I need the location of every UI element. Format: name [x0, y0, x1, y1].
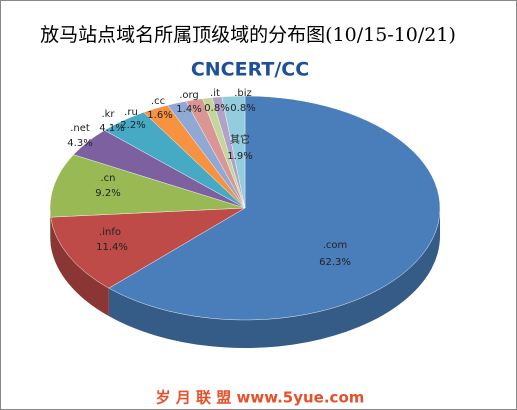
slice-value-label: 2.2%	[120, 120, 145, 131]
slice-side	[50, 217, 109, 317]
slice-value-label: 0.8%	[204, 103, 229, 114]
slice-value-label: 4.3%	[67, 138, 92, 149]
slice-label: .cc	[151, 96, 165, 107]
slice-label: .info	[99, 227, 121, 238]
slice-value-label: 1.4%	[176, 104, 201, 115]
slice-label: .ru	[124, 107, 138, 118]
chart-title: 放马站点域名所属顶级域的分布图(10/15-10/21)	[40, 24, 456, 46]
slice-side	[108, 208, 441, 349]
slice-label: .net	[70, 123, 90, 134]
slice-value-label: 1.9%	[227, 151, 252, 162]
slice	[221, 95, 246, 209]
slice	[108, 95, 441, 321]
slice-value-label: 4.1%	[99, 123, 124, 134]
slice-label: .com	[323, 240, 348, 251]
slice-label: .org	[179, 90, 199, 101]
slice	[50, 207, 246, 289]
slice-label: .it	[210, 88, 220, 99]
slice-label: .kr	[101, 109, 115, 120]
slice-value-label: 9.2%	[95, 188, 120, 199]
slice-value-label: 1.6%	[147, 110, 172, 121]
logo: CNCERT/CC	[191, 59, 309, 81]
slice-label: 其它	[230, 133, 250, 146]
slice-value-label: 62.3%	[319, 257, 351, 268]
slice-value-label: 11.4%	[96, 242, 128, 253]
footer-watermark: 岁 月 联 盟 www.5yue.com	[156, 389, 365, 407]
slice-value-label: 0.8%	[230, 103, 255, 114]
slice-label: .cn	[100, 173, 115, 184]
slice-label: .biz	[234, 88, 252, 99]
slice	[49, 154, 246, 218]
